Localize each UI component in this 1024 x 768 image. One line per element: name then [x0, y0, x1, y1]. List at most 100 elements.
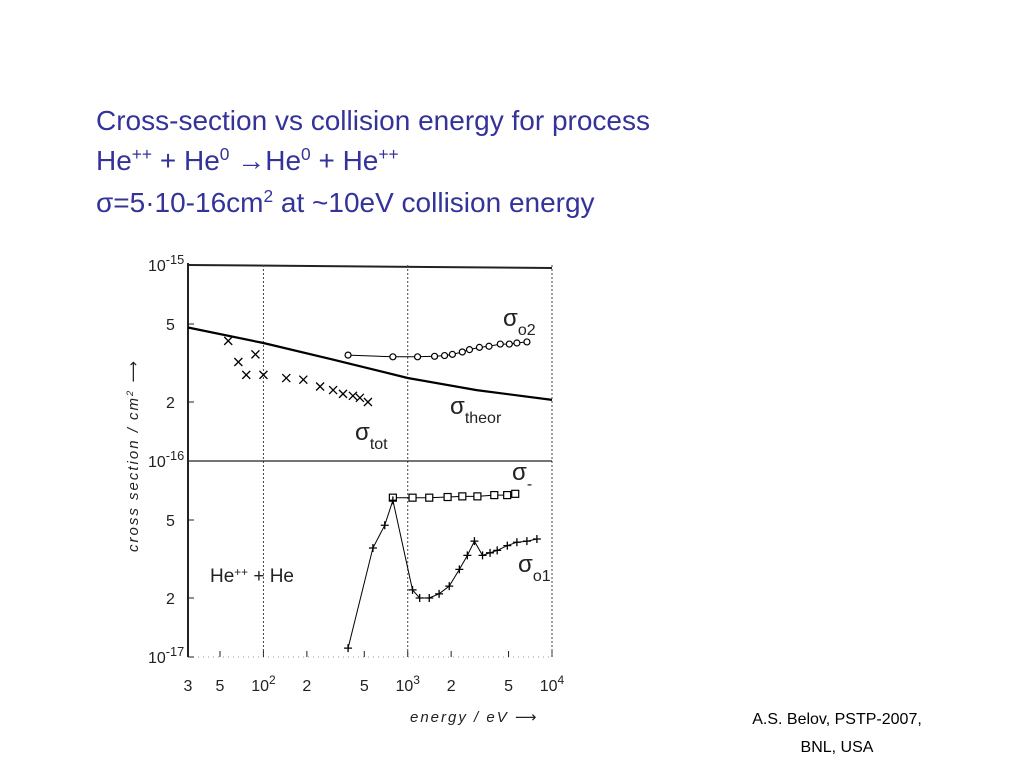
tick-text: 5 — [216, 678, 225, 695]
series-line — [187, 326, 553, 401]
marker — [435, 589, 444, 598]
superscript: ++ — [132, 144, 152, 164]
marker — [478, 551, 487, 560]
x-tick-label: 5 — [504, 678, 513, 695]
marker — [511, 489, 520, 498]
marker — [388, 496, 397, 505]
text-run: ⟶ — [125, 359, 142, 389]
series-label: σtheor — [450, 393, 502, 427]
marker — [522, 537, 531, 546]
series-sub: - — [527, 476, 532, 493]
tick-sup: -17 — [166, 644, 185, 659]
marker — [486, 548, 495, 557]
marker — [258, 370, 268, 380]
series-sub: theor — [465, 410, 502, 427]
marker — [348, 391, 358, 401]
series-name: σ — [518, 551, 533, 578]
series-name: σ — [503, 305, 518, 332]
tick-sup: 4 — [558, 673, 565, 687]
tick-text: 2 — [166, 591, 175, 608]
series-label: σo2 — [503, 305, 536, 339]
marker — [281, 373, 291, 383]
x-tick-label: 103 — [395, 673, 420, 695]
text-run: Cross-section vs collision energy for pr… — [96, 105, 650, 136]
marker — [250, 349, 260, 359]
tick-sup: 3 — [413, 673, 420, 687]
tick-text: 5 — [166, 317, 175, 334]
marker — [241, 370, 251, 380]
marker — [223, 336, 233, 346]
marker — [430, 352, 439, 360]
marker — [328, 385, 338, 395]
tick-sup: -16 — [166, 448, 185, 463]
marker — [490, 490, 499, 500]
text-run: + He — [248, 566, 294, 587]
text-run: →He — [229, 145, 301, 176]
tick-sup: 2 — [269, 673, 276, 687]
marker — [503, 541, 512, 550]
text-run: He — [210, 566, 234, 587]
credit-line: A.S. Belov, PSTP-2007, — [752, 711, 922, 728]
tick-text: 10 — [148, 650, 166, 667]
marker — [473, 492, 482, 501]
marker — [513, 339, 521, 347]
marker — [458, 492, 467, 501]
annotation: He++ + He — [210, 566, 294, 588]
y-tick-label: 2 — [166, 591, 175, 608]
tick-text: 10 — [148, 454, 166, 471]
marker — [344, 351, 352, 359]
marker — [315, 382, 325, 391]
tick-text: 5 — [504, 678, 513, 695]
marker — [355, 393, 365, 403]
x-tick-label: 2 — [302, 678, 311, 695]
marker — [458, 348, 466, 356]
series-name: σ — [355, 419, 370, 446]
superscript: 2 — [263, 186, 273, 206]
x-tick-label: 2 — [447, 678, 456, 695]
x-tick-label: 5 — [360, 678, 369, 695]
marker — [523, 338, 531, 346]
title-line: Cross-section vs collision energy for pr… — [96, 105, 650, 136]
y-tick-label: 10-15 — [148, 252, 184, 276]
marker — [233, 357, 243, 367]
series-sub: tot — [370, 436, 388, 453]
text-run: + He — [152, 145, 220, 176]
tick-text: 10 — [148, 258, 166, 275]
marker — [496, 340, 504, 348]
marker — [408, 585, 417, 594]
tick-text: 3 — [184, 678, 193, 695]
series-sub: o1 — [533, 568, 551, 585]
text-run: + He — [311, 145, 379, 176]
marker — [448, 350, 456, 358]
credit-line: BNL, USA — [801, 739, 874, 756]
marker — [338, 389, 348, 399]
superscript: ++ — [378, 144, 398, 164]
marker — [445, 582, 454, 591]
figure: 3 5 102 2 5 103 2 5 10410-155210-165210-17energy… — [125, 252, 565, 727]
marker — [465, 346, 474, 354]
tick-text: 5 — [166, 513, 175, 530]
marker — [470, 537, 479, 546]
y-tick-label: 10-16 — [148, 448, 184, 472]
x-tick-label: 5 — [216, 678, 225, 695]
y-tick-label: 5 — [166, 513, 175, 530]
marker — [443, 492, 452, 502]
series-label: σo1 — [518, 551, 551, 585]
series-name: σ — [512, 459, 527, 486]
x-tick-label: 3 — [184, 678, 193, 695]
marker — [512, 538, 521, 547]
marker — [475, 343, 484, 351]
tick-text: 10 — [395, 678, 413, 695]
marker — [344, 644, 353, 653]
text-run: at ~10eV collision energy — [273, 187, 594, 218]
marker — [380, 521, 389, 530]
title-line: σ=5·10-16cm2 at ~10eV collision energy — [96, 186, 595, 218]
series-label: σ- — [512, 459, 532, 493]
tick-text: 2 — [302, 678, 311, 695]
tick-text: 5 — [360, 678, 369, 695]
marker — [389, 353, 397, 361]
tick-text: 2 — [166, 395, 175, 412]
text-run: σ=5·10-16cm — [96, 187, 263, 218]
